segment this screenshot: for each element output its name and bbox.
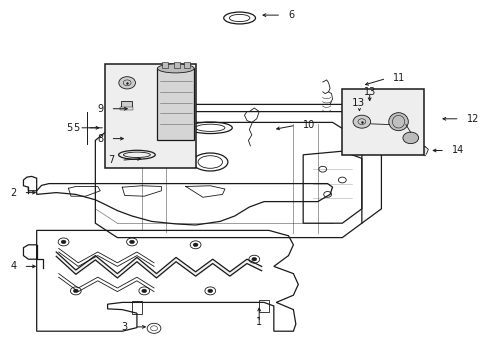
Bar [157, 68, 194, 140]
Circle shape [251, 257, 256, 261]
Circle shape [142, 289, 146, 293]
Circle shape [129, 240, 134, 244]
Bar [120, 107, 133, 110]
Circle shape [402, 132, 418, 144]
Text: 12: 12 [466, 114, 478, 124]
Text: 6: 6 [287, 10, 294, 20]
Bar [105, 64, 195, 168]
Circle shape [207, 289, 212, 293]
Bar [342, 89, 424, 155]
Bar [259, 300, 268, 312]
Circle shape [352, 115, 370, 128]
Ellipse shape [157, 64, 194, 73]
Bar [121, 101, 132, 107]
Bar [183, 62, 189, 68]
Text: 5: 5 [66, 123, 72, 133]
Text: 7: 7 [108, 155, 114, 165]
Text: 1: 1 [256, 317, 262, 327]
Ellipse shape [388, 113, 407, 131]
Circle shape [119, 77, 135, 89]
Text: 8: 8 [97, 134, 103, 144]
Text: 5: 5 [73, 123, 79, 133]
Text: 13: 13 [363, 87, 375, 97]
Bar [132, 301, 142, 314]
Circle shape [193, 243, 198, 247]
Text: 9: 9 [97, 104, 103, 114]
Text: 13: 13 [351, 98, 365, 108]
Circle shape [61, 240, 66, 244]
Text: 11: 11 [392, 73, 405, 84]
Circle shape [73, 289, 78, 293]
Text: 14: 14 [451, 145, 463, 156]
Text: 2: 2 [10, 188, 17, 198]
Bar [162, 62, 167, 68]
Bar [174, 62, 180, 68]
Text: 3: 3 [121, 322, 127, 332]
Text: 10: 10 [302, 120, 314, 130]
Text: 4: 4 [10, 261, 17, 271]
